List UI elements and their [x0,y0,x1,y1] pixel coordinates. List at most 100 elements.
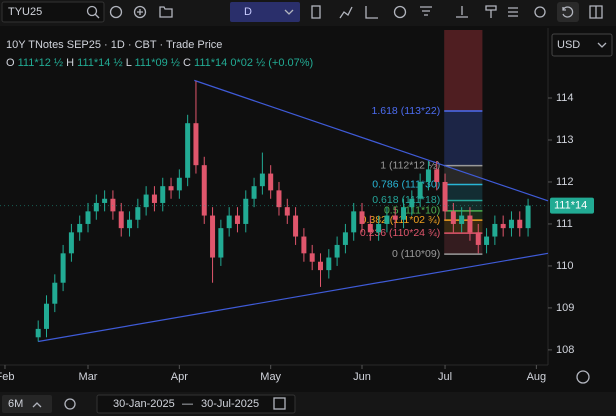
interval[interactable]: D [244,6,252,18]
undo-button[interactable] [557,2,579,22]
candle-body [234,215,240,224]
ohlc-legend: O 111*12 ½ H 111*14 ½ L 111*09 ½ C 111*1… [6,57,313,69]
indicator-icon[interactable] [339,6,353,19]
candle-body [176,177,182,191]
chart-title: 10Y TNotes SEP25 · 1D · CBT · Trade Pric… [6,39,222,51]
candle-body [268,173,274,191]
fib-band [444,165,483,185]
symbol-search[interactable] [1,1,105,23]
fib-zone-upper [444,30,483,112]
panel-icon[interactable] [589,5,603,19]
candle-body [342,232,348,245]
y-tick-label: 109 [556,302,574,314]
x-tick-label: May [260,371,281,383]
folder-icon[interactable] [159,6,173,18]
candle-body [135,207,141,220]
candle-body [467,215,473,233]
fib-label: 1.618 (113*22) [372,105,441,117]
fib-zone-extension [444,111,483,166]
pin-icon[interactable] [485,5,497,18]
candle-body [251,186,257,199]
candle-body [201,165,207,216]
symbol[interactable]: TYU25 [8,6,42,18]
candle-body [143,194,149,208]
last-price-tag [550,197,594,214]
range[interactable]: 6M [8,398,23,410]
candle-body [434,169,440,182]
candle-body [425,169,431,182]
candle-body [500,223,506,229]
close-letter: C [183,57,191,69]
candle-icon[interactable] [311,5,321,19]
currency-select[interactable] [551,33,613,57]
candle-body [459,215,465,224]
calendar-icon[interactable] [273,397,286,410]
candle-body [475,232,481,245]
candle-body [359,211,365,224]
currency-icon[interactable] [393,5,407,19]
add-icon[interactable] [133,5,147,19]
y-tick-label: 114 [556,92,574,104]
draw-icon[interactable] [365,6,378,19]
candle-body [301,236,307,254]
fib-band [444,184,483,201]
x-tick-label: Apr [171,371,188,383]
interval-caret [284,9,294,15]
candle-body [151,194,157,203]
fib-band [444,233,483,255]
candle-body [259,173,265,187]
candle-body [367,223,373,233]
fib-label: 1 (112*12 ½) [380,159,440,171]
layout-icon[interactable] [508,7,518,17]
candle-body [102,198,108,203]
candle-body [168,186,174,191]
low-letter: L [126,57,132,69]
interval-select[interactable] [230,2,300,22]
currency[interactable]: USD [557,39,580,51]
clock-icon[interactable] [109,5,123,19]
currency-caret [597,42,607,48]
candle-body [484,236,490,245]
y-tick-label: 113 [556,134,574,146]
candle-body [525,205,531,229]
candle-body [160,186,166,203]
candle-body [276,190,282,208]
start-date[interactable]: 30-Jan-2025 [113,398,175,410]
open-letter: O [6,57,15,69]
candle-body [409,198,415,208]
range-select[interactable] [2,395,52,413]
fib-band [444,200,483,211]
search-icon[interactable] [86,5,98,17]
date-range[interactable] [96,394,296,414]
candle-body [517,219,523,229]
x-tick-label: Jul [438,371,452,383]
filter-icon[interactable] [420,6,432,16]
add-icon-cross [137,9,143,15]
candle-body [351,211,357,233]
candle-body [226,215,232,229]
candle-body [508,219,514,229]
open-value: 111*12 ½ [18,57,63,69]
candle-body [93,202,99,212]
x-tick-label: Jun [353,371,371,383]
compare-icon[interactable] [456,6,468,18]
undo-icon [562,6,574,18]
candle-body [376,223,382,233]
candle-body [210,215,216,258]
end-date[interactable]: 30-Jul-2025 [201,398,259,410]
candle-body [293,215,299,237]
fib-label: 0.786 (111*30) [372,178,440,190]
bottom-settings-icon[interactable] [64,398,76,410]
trendline [194,79,549,202]
close-value: 111*14 [194,57,227,69]
settings-icon[interactable] [534,6,546,18]
y-tick-label: 112 [556,176,574,188]
candle-body [326,257,332,271]
candle-body [309,253,315,262]
y-tick-label: 108 [556,344,574,356]
axis-settings-icon[interactable] [576,370,590,384]
candle-body [77,223,83,233]
candle-body [442,181,448,212]
candle-body [118,211,124,229]
